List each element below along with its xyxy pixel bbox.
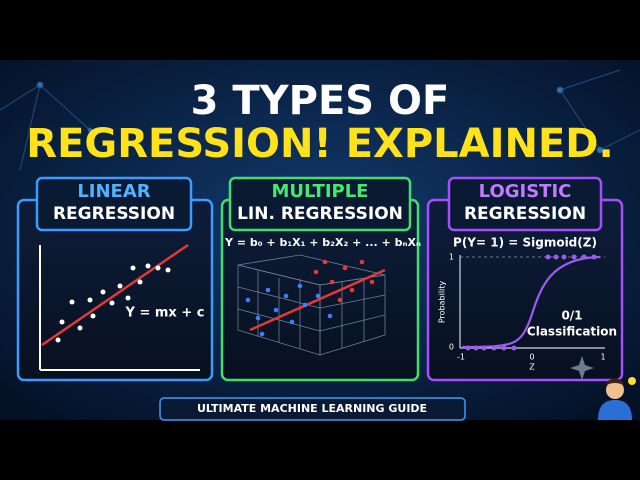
- panel-heading: LINEAR: [77, 181, 150, 202]
- panel-heading: LOGISTIC: [479, 181, 572, 202]
- plot-3d: [237, 254, 386, 356]
- equation: Y = b₀ + b₁X₁ + b₂X₂ + ... + bₙXₙ: [224, 236, 421, 249]
- annotation: 0/1: [561, 309, 582, 323]
- footer-text: ULTIMATE MACHINE LEARNING GUIDE: [197, 402, 427, 415]
- scatter-points: [245, 259, 375, 337]
- x-tick-label: 0: [529, 353, 534, 362]
- panel-subheading: REGRESSION: [464, 204, 586, 224]
- annotation: Classification: [527, 325, 617, 339]
- panel-label: [35, 176, 193, 232]
- equation: P(Y= 1) = Sigmoid(Z): [453, 236, 597, 250]
- x-tick-label: 1: [600, 353, 605, 362]
- x-axis-label: Z: [529, 363, 535, 372]
- y-tick-label: 1: [449, 253, 454, 262]
- panel-subheading: REGRESSION: [53, 204, 175, 224]
- panel-heading: MULTIPLE: [272, 181, 369, 202]
- presenter-icon: [598, 377, 636, 420]
- panel-subheading: LIN. REGRESSION: [237, 204, 403, 224]
- regression-line: [249, 268, 386, 332]
- y-tick-label: 0: [449, 343, 454, 352]
- title-line: 3 TYPES OF: [191, 78, 450, 124]
- x-tick-label: -1: [457, 353, 465, 362]
- sparkle: [570, 356, 594, 380]
- scatter-plot: [39, 243, 200, 371]
- panel-label: [447, 176, 603, 232]
- footer-bar: [159, 397, 466, 421]
- y-axis-label: Probability: [438, 281, 447, 324]
- title-line: REGRESSION! EXPLAINED.: [26, 121, 613, 167]
- panel-label: [228, 176, 412, 232]
- sigmoid-plot: [459, 254, 605, 351]
- equation: Y = mx + c: [125, 306, 205, 321]
- network-decoration: [0, 69, 640, 171]
